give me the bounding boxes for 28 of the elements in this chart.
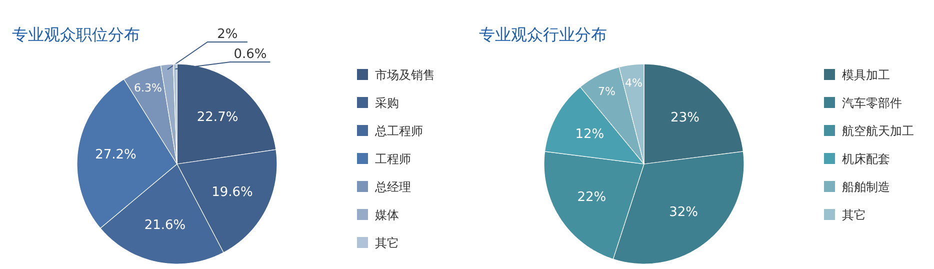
data-label: 2% <box>217 27 238 42</box>
legend-label: 机床配套 <box>842 152 890 166</box>
legend-label: 其它 <box>375 236 399 250</box>
data-label: 4% <box>624 76 642 90</box>
data-label: 19.6% <box>212 185 253 200</box>
legend-label: 工程师 <box>375 152 411 166</box>
data-label: 22% <box>577 190 606 206</box>
data-label: 32% <box>669 204 698 220</box>
data-label: 21.6% <box>144 218 186 233</box>
data-label: 7% <box>598 84 616 98</box>
data-label: 23% <box>670 110 700 126</box>
legend-label: 总经理 <box>374 180 411 194</box>
legend-label: 船舶制造 <box>842 180 890 194</box>
legend-label: 媒体 <box>375 208 399 222</box>
data-label: 6.3% <box>134 81 162 94</box>
data-label: 22.7% <box>196 110 238 126</box>
legend-label: 其它 <box>842 208 866 222</box>
legend-label: 汽车零部件 <box>842 96 902 110</box>
data-label: 12% <box>575 127 604 142</box>
legend-label: 航空航天加工 <box>842 124 914 138</box>
legend-label: 模具加工 <box>842 68 890 82</box>
chart-title: 专业观众行业分布 <box>479 25 607 44</box>
legend-label: 市场及销售 <box>375 68 435 82</box>
chart-title: 专业观众职位分布 <box>12 25 140 44</box>
legend-label: 总工程师 <box>374 124 423 138</box>
data-label: 0.6% <box>234 47 267 62</box>
legend-label: 采购 <box>375 96 399 110</box>
data-label: 27.2% <box>95 147 136 162</box>
